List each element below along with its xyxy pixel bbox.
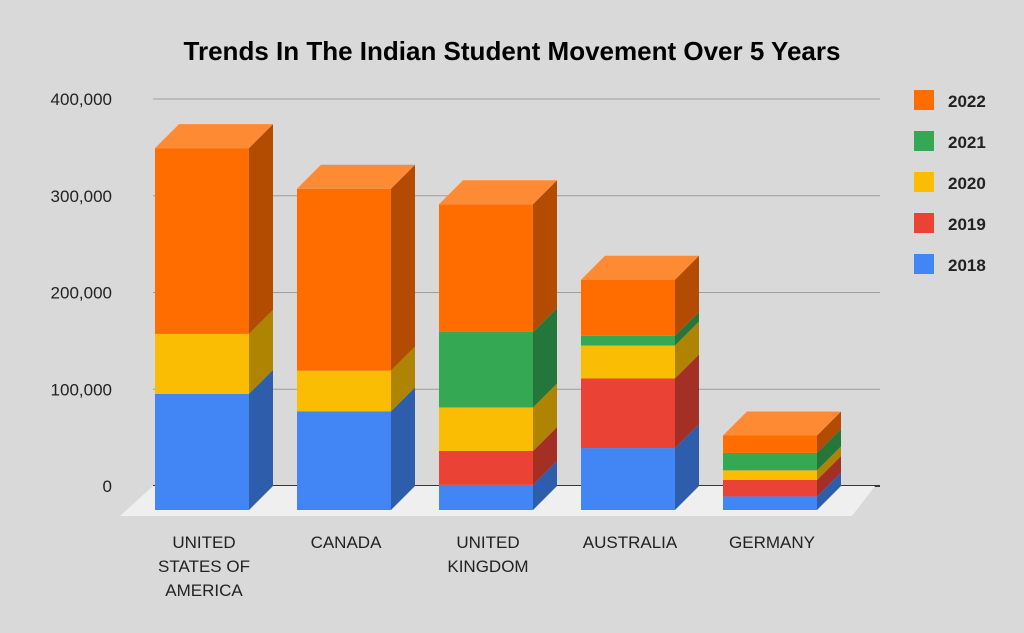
y-tick-label: 400,000 — [51, 90, 112, 109]
bar-united-kingdom-2021-side — [533, 307, 557, 408]
bar-stack-australia — [581, 255, 699, 510]
bar-united-states-of-america-2022-side — [249, 124, 273, 334]
bar-united-kingdom-2018-side — [533, 460, 557, 510]
bars — [155, 124, 841, 510]
bar-australia-2018-side — [675, 424, 699, 510]
x-tick-label-australia: AUSTRALIA — [583, 533, 678, 552]
bar-germany-2020 — [723, 470, 817, 481]
bar-united-kingdom-2020-side — [533, 383, 557, 451]
bar-germany-2022-side — [817, 411, 841, 453]
bar-canada-2022 — [297, 188, 391, 371]
bar-australia-2020 — [581, 345, 675, 379]
bar-australia-2021 — [581, 335, 675, 346]
y-axis: 0 100,000 200,000 300,000 400,000 — [51, 90, 112, 496]
bar-germany-2019-side — [817, 456, 841, 497]
bar-stack-canada — [297, 164, 415, 510]
legend: 2022 2021 2020 2019 2018 — [914, 90, 986, 275]
bar-united-kingdom-2022 — [439, 204, 533, 332]
legend-swatch-2021 — [914, 131, 934, 151]
legend-item-2019: 2019 — [914, 213, 986, 234]
legend-label-2020: 2020 — [948, 174, 986, 193]
bar-united-states-of-america-2022 — [155, 148, 249, 334]
y-tick-label: 100,000 — [51, 380, 112, 399]
bar-australia-2019 — [581, 378, 675, 449]
bar-canada-2022-top — [297, 164, 415, 189]
legend-label-2022: 2022 — [948, 92, 986, 111]
bar-canada-2018-side — [391, 387, 415, 510]
bar-australia-2022-side — [675, 255, 699, 336]
x-tick-label-germany: GERMANY — [729, 533, 815, 552]
bar-canada-2022-side — [391, 164, 415, 371]
bar-germany-2019 — [723, 480, 817, 497]
bar-united-kingdom-2021 — [439, 331, 533, 408]
bar-germany-2021-side — [817, 428, 841, 471]
legend-item-2020: 2020 — [914, 172, 986, 193]
bar-germany-2022-top — [723, 411, 841, 436]
bar-united-kingdom-2020 — [439, 407, 533, 451]
bar-australia-2022 — [581, 279, 675, 336]
bar-canada-2020 — [297, 370, 391, 412]
legend-swatch-2019 — [914, 213, 934, 233]
legend-label-2019: 2019 — [948, 215, 986, 234]
bar-canada-2020-side — [391, 346, 415, 412]
chart-title: Trends In The Indian Student Movement Ov… — [184, 36, 841, 66]
bar-united-states-of-america-2018 — [155, 393, 249, 510]
bar-australia-2020-side — [675, 321, 699, 379]
bar-australia-2019-side — [675, 354, 699, 449]
bar-united-kingdom-2018 — [439, 484, 533, 510]
bar-united-kingdom-2019 — [439, 450, 533, 485]
legend-item-2021: 2021 — [914, 131, 986, 152]
bar-germany-2022 — [723, 435, 817, 453]
bar-united-states-of-america-2020-side — [249, 309, 273, 394]
bar-united-kingdom-2019-side — [533, 426, 557, 485]
y-tick-label: 300,000 — [51, 187, 112, 206]
bar-united-kingdom-2022-side — [533, 180, 557, 332]
legend-label-2018: 2018 — [948, 256, 986, 275]
y-tick-label: 200,000 — [51, 284, 112, 303]
bar-australia-2022-top — [581, 255, 699, 280]
y-tick-label: 0 — [103, 477, 112, 496]
legend-label-2021: 2021 — [948, 133, 986, 152]
bar-australia-2018 — [581, 448, 675, 510]
x-axis: UNITED STATES OF AMERICA CANADA UNITED KINGDO… — [158, 533, 815, 600]
legend-swatch-2018 — [914, 254, 934, 274]
bar-canada-2018 — [297, 411, 391, 510]
legend-item-2022: 2022 — [914, 90, 986, 111]
legend-swatch-2022 — [914, 90, 934, 110]
bar-stack-united-states-of-america — [155, 124, 273, 510]
x-tick-label-united-kingdom: UNITED KINGDOM — [447, 533, 528, 576]
bar-stack-united-kingdom — [439, 180, 557, 510]
bar-united-states-of-america-2022-top — [155, 124, 273, 149]
bar-australia-2021-side — [675, 311, 699, 346]
bar-united-states-of-america-2020 — [155, 333, 249, 394]
bar-stack-germany — [723, 411, 841, 510]
bar-germany-2020-side — [817, 446, 841, 481]
x-tick-label-united-states-of-america: UNITED STATES OF AMERICA — [158, 533, 250, 600]
legend-item-2018: 2018 — [914, 254, 986, 275]
bar-germany-2018-side — [817, 472, 841, 510]
legend-swatch-2020 — [914, 172, 934, 192]
x-tick-label-canada: CANADA — [311, 533, 383, 552]
bar-united-kingdom-2022-top — [439, 180, 557, 205]
bar-germany-2018 — [723, 496, 817, 510]
bar-united-states-of-america-2018-side — [249, 369, 273, 510]
bar-germany-2021 — [723, 452, 817, 471]
